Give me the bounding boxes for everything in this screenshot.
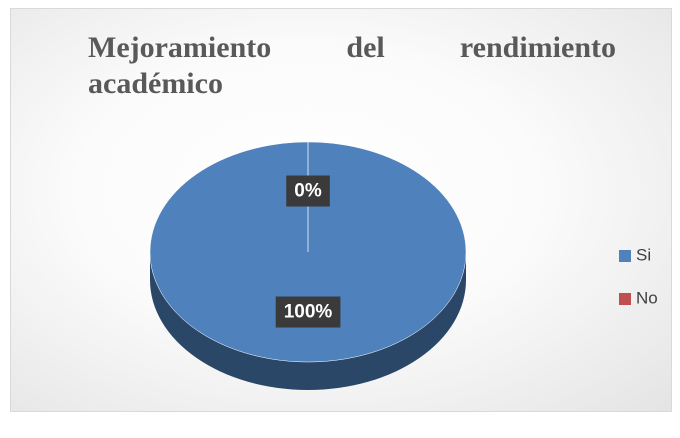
- data-label-box: [275, 296, 341, 328]
- legend-swatch: [619, 293, 631, 305]
- pie-slice-side: [150, 252, 466, 390]
- data-label: 100%: [284, 302, 333, 323]
- data-label: 0%: [294, 181, 322, 202]
- legend-label: No: [636, 288, 658, 307]
- data-label-box: [286, 175, 330, 207]
- legend-swatch: [619, 250, 631, 262]
- legend-label: Si: [636, 245, 651, 264]
- chart-title: Mejoramiento del rendimiento académico: [88, 31, 616, 100]
